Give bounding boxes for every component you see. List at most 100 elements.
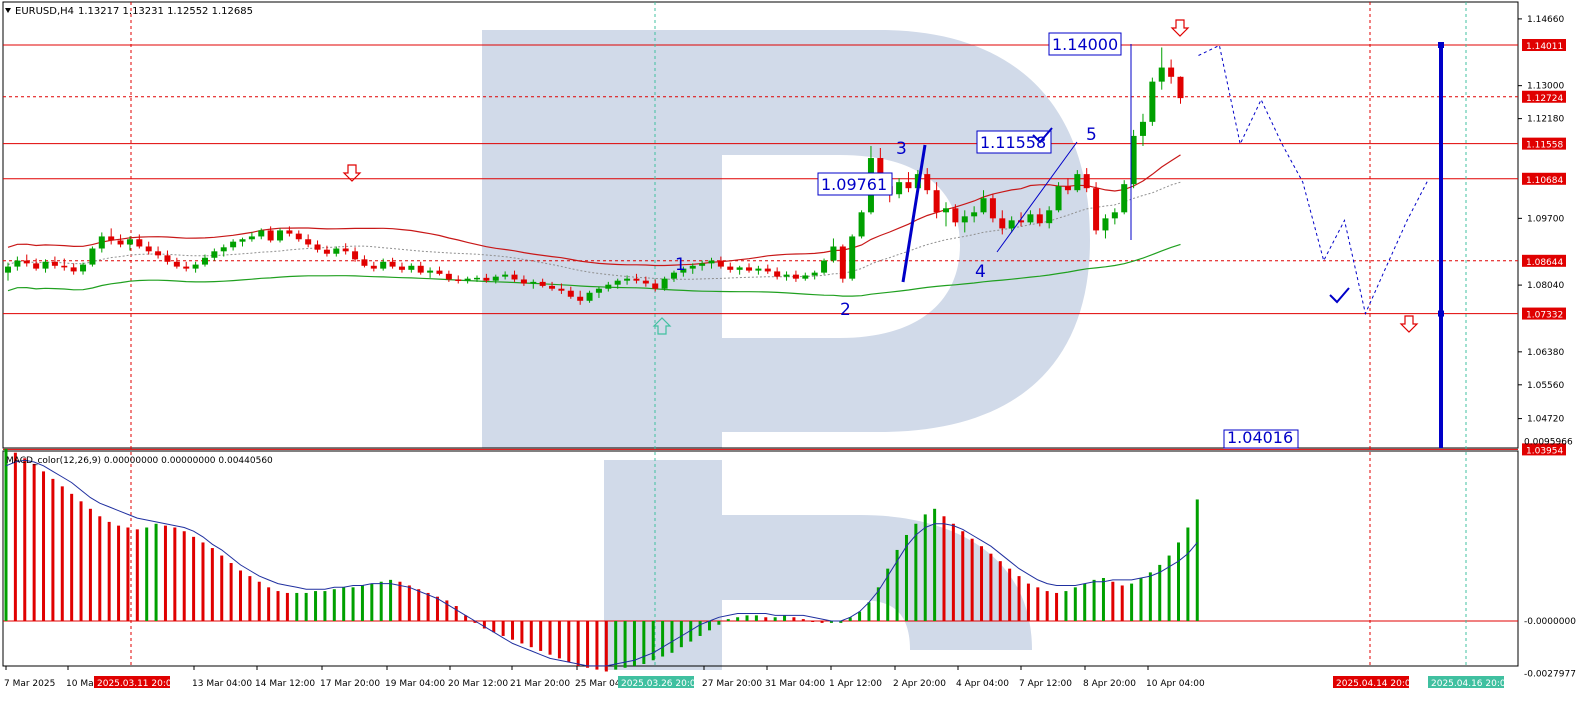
macd-bar-34 [323,591,327,621]
macd-bar-74 [698,621,702,636]
macd-bar-119 [1120,585,1124,621]
macd-bar-101 [951,523,955,621]
macd-bar-37 [351,587,355,621]
macd-bar-105 [989,553,993,621]
macd-bar-122 [1148,572,1152,621]
candle-body-95 [896,182,903,195]
level-tag-label-5: 1.07332 [1526,311,1563,321]
macd-bar-11 [107,521,111,621]
macd-bar-123 [1158,564,1162,621]
macd-bar-51 [482,621,486,629]
wave-annotations: 1.14000 1.11558 1.09761 1.04016 1 2 3 4 5 [342,19,1444,449]
candle-body-66 [624,278,631,281]
macd-bar-80 [754,615,758,621]
macd-bar-17 [163,525,167,621]
macd-bar-92 [867,602,871,621]
macd-bar-106 [998,561,1002,621]
macd-bar-8 [79,501,83,621]
candle-body-71 [670,272,677,279]
wave-impulse-3 [901,144,927,283]
macd-bar-27 [257,581,261,621]
macd-bar-86 [811,621,815,622]
macd-label: MACD_color(12,26,9) 0.00000000 0.0000000… [6,456,273,466]
chart-header: EURUSD,H4 1.13217 1.13231 1.12552 1.1268… [5,6,273,466]
macd-bar-1 [13,452,17,621]
candle-body-74 [699,263,706,266]
macd-tick-label-1: -0.0000000 [1524,617,1576,627]
macd-bar-23 [220,555,224,621]
candle-body-62 [586,292,593,301]
macd-bar-52 [492,621,496,633]
candle-body-21 [201,257,208,265]
dropdown-icon[interactable] [5,8,11,13]
target-bar-top [1438,42,1444,48]
time-tag-label-2: 2025.03.11 20:00 [97,679,178,689]
candle-body-85 [802,275,809,279]
candle-body-88 [830,246,837,261]
candle-body-87 [821,260,828,273]
candle-body-49 [464,278,471,281]
candle-body-42 [398,266,405,270]
macd-bar-111 [1045,591,1049,621]
candle-body-26 [248,236,255,240]
wave-leg-5 [996,141,1078,253]
candle-body-67 [633,278,640,281]
macd-bar-25 [239,570,242,621]
macd-bar-100 [942,516,946,621]
candle-body-54 [511,274,518,280]
level-tag-1 [1522,90,1566,103]
candle-body-61 [577,296,584,301]
macd-bar-19 [182,531,186,621]
price-tick-label-8: 1.08040 [1527,281,1564,291]
candle-body-1 [14,260,21,267]
macd-bar-78 [736,617,740,621]
macd-bar-59 [557,621,561,659]
wave-label-1: 1 [675,255,686,275]
macd-bar-46 [435,596,439,621]
candle-body-40 [380,261,387,269]
candle-body-123 [1158,67,1165,82]
candle-body-106 [999,218,1006,229]
candle-body-10 [98,236,105,249]
time-label-8: 21 Mar 20:00 [510,679,570,689]
macd-bar-39 [370,583,374,621]
moving-averages [7,154,1181,297]
price-tick-label-11: 1.05560 [1527,381,1564,391]
candle-body-78 [736,267,743,270]
candle-body-91 [858,212,865,237]
macd-bar-113 [1064,591,1068,621]
macd-bar-14 [135,529,139,621]
macd-bar-26 [248,576,252,621]
macd-bar-125 [1177,542,1180,621]
time-tag-label-10: 2025.03.26 20:00 [621,679,702,689]
macd-bar-110 [1036,587,1040,621]
candle-body-5 [51,261,58,266]
macd-bar-31 [295,592,299,621]
level-tag-4 [1522,254,1566,267]
candle-body-36 [342,248,349,252]
price-tick-label-10: 1.06380 [1527,348,1564,358]
macd-bar-76 [717,621,721,625]
macd-bar-75 [708,621,711,631]
macd-bar-48 [454,606,458,621]
time-label-5: 17 Mar 20:00 [320,679,380,689]
candle-body-64 [605,284,612,289]
macd-bar-10 [98,516,102,621]
target-bar-mid [1438,310,1444,317]
candle-body-80 [755,268,762,271]
candle-body-109 [1027,214,1034,223]
candle-body-79 [746,267,753,271]
boxed-label-0: 1.14000 [1052,35,1118,54]
candle-body-113 [1064,186,1071,191]
time-tag-label-19: 2025.04.14 20:00 [1336,679,1417,689]
candle-body-6 [61,265,68,268]
candle-body-63 [595,288,602,293]
macd-bar-54 [511,621,515,640]
symbol-label: EURUSD,H4 [15,6,74,17]
time-label-4: 14 Mar 12:00 [255,679,315,689]
macd-tick-label-2: -0.0027977 [1524,669,1576,679]
candle-body-110 [1036,214,1043,224]
price-tick-label-6: 1.09700 [1527,214,1564,224]
